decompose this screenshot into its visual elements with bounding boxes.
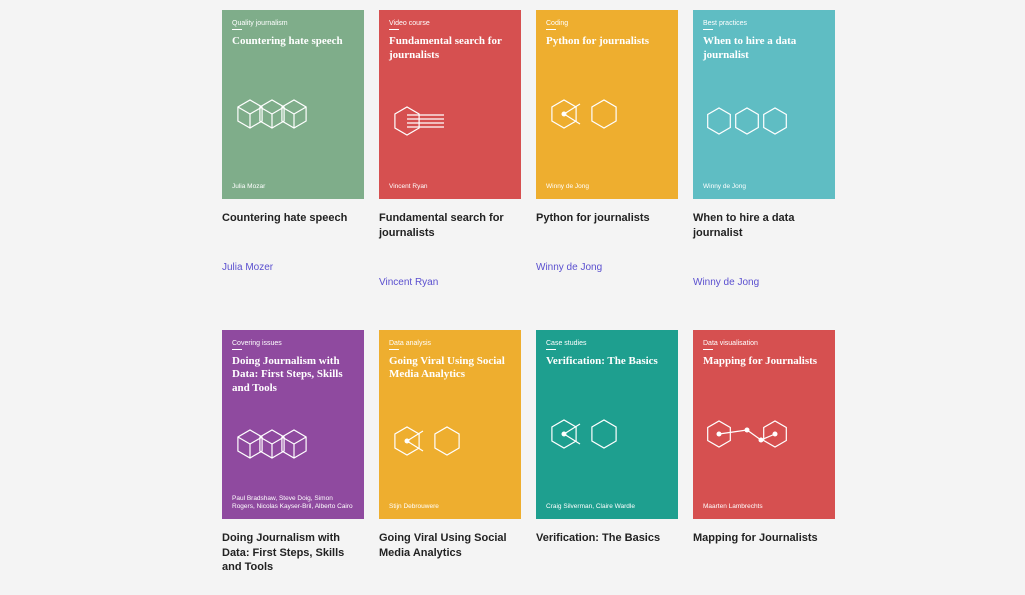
course-card: Data visualisation Mapping for Journalis… — [693, 330, 835, 576]
course-card: Coding Python for journalists Winny de J… — [536, 10, 678, 288]
course-card: Case studies Verification: The Basics Cr… — [536, 330, 678, 576]
course-title-link[interactable]: When to hire a data journalist — [693, 211, 835, 241]
cover-art-icon — [232, 49, 354, 179]
course-cover-title: Going Viral Using Social Media Analytics — [389, 355, 511, 383]
cover-art-icon — [546, 368, 668, 498]
course-cover-author: Vincent Ryan — [389, 183, 511, 191]
course-cover-author: Julia Mozar — [232, 183, 354, 191]
course-cover-author: Winny de Jong — [703, 183, 825, 191]
course-title-link[interactable]: Fundamental search for journalists — [379, 211, 521, 241]
divider — [232, 29, 242, 30]
course-cover-title: Doing Journalism with Data: First Steps,… — [232, 355, 354, 396]
course-category: Case studies — [546, 340, 668, 347]
course-cover[interactable]: Case studies Verification: The Basics Cr… — [536, 330, 678, 519]
course-cover[interactable]: Data visualisation Mapping for Journalis… — [693, 330, 835, 519]
course-cover-title: Python for journalists — [546, 35, 668, 49]
cover-art-icon — [389, 63, 511, 180]
course-author-link[interactable]: Winny de Jong — [693, 277, 835, 288]
course-title-link[interactable]: Verification: The Basics — [536, 531, 678, 546]
divider — [389, 29, 399, 30]
course-grid: Quality journalism Countering hate speec… — [222, 10, 1025, 575]
course-card: Best practices When to hire a data journ… — [693, 10, 835, 288]
course-category: Data visualisation — [703, 340, 825, 347]
course-card: Data analysis Going Viral Using Social M… — [379, 330, 521, 576]
cover-art-icon — [703, 368, 825, 498]
course-card: Quality journalism Countering hate speec… — [222, 10, 364, 288]
divider — [546, 29, 556, 30]
course-title-link[interactable]: Python for journalists — [536, 211, 678, 226]
course-category: Best practices — [703, 20, 825, 27]
course-cover[interactable]: Covering issues Doing Journalism with Da… — [222, 330, 364, 519]
course-cover-author: Winny de Jong — [546, 183, 668, 191]
course-title-link[interactable]: Mapping for Journalists — [693, 531, 835, 546]
course-title-link[interactable]: Countering hate speech — [222, 211, 364, 226]
course-cover-title: Verification: The Basics — [546, 355, 668, 369]
course-cover[interactable]: Video course Fundamental search for jour… — [379, 10, 521, 199]
course-category: Quality journalism — [232, 20, 354, 27]
course-cover[interactable]: Quality journalism Countering hate speec… — [222, 10, 364, 199]
course-cover-title: When to hire a data journalist — [703, 35, 825, 63]
cover-art-icon — [703, 63, 825, 180]
cover-art-icon — [232, 396, 354, 491]
divider — [703, 349, 713, 350]
course-category: Video course — [389, 20, 511, 27]
course-author-link[interactable]: Julia Mozer — [222, 262, 364, 273]
course-cover[interactable]: Coding Python for journalists Winny de J… — [536, 10, 678, 199]
course-cover-author: Paul Bradshaw, Steve Doig, Simon Rogers,… — [232, 495, 354, 511]
divider — [703, 29, 713, 30]
course-cover-title: Countering hate speech — [232, 35, 354, 49]
course-cover[interactable]: Data analysis Going Viral Using Social M… — [379, 330, 521, 519]
divider — [546, 349, 556, 350]
course-card: Covering issues Doing Journalism with Da… — [222, 330, 364, 576]
course-cover-author: Craig Silverman, Claire Wardle — [546, 503, 668, 511]
divider — [232, 349, 242, 350]
course-cover[interactable]: Best practices When to hire a data journ… — [693, 10, 835, 199]
divider — [389, 349, 399, 350]
course-title-link[interactable]: Going Viral Using Social Media Analytics — [379, 531, 521, 561]
course-category: Covering issues — [232, 340, 354, 347]
course-cover-author: Maarten Lambrechts — [703, 503, 825, 511]
course-cover-author: Stijn Debrouwere — [389, 503, 511, 511]
cover-art-icon — [389, 382, 511, 499]
course-cover-title: Mapping for Journalists — [703, 355, 825, 369]
course-title-link[interactable]: Doing Journalism with Data: First Steps,… — [222, 531, 364, 576]
course-author-link[interactable]: Vincent Ryan — [379, 277, 521, 288]
course-category: Data analysis — [389, 340, 511, 347]
course-author-link[interactable]: Winny de Jong — [536, 262, 678, 273]
course-category: Coding — [546, 20, 668, 27]
course-card: Video course Fundamental search for jour… — [379, 10, 521, 288]
course-cover-title: Fundamental search for journalists — [389, 35, 511, 63]
cover-art-icon — [546, 49, 668, 179]
